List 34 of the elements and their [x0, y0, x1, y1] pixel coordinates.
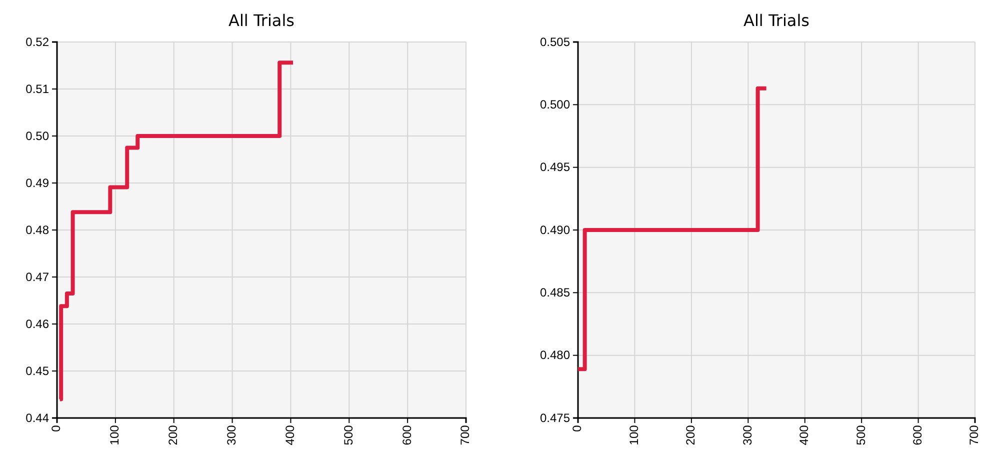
- x-tick-label: 400: [282, 424, 297, 446]
- x-tick-label: 500: [854, 424, 868, 446]
- y-tick-label: 0.48: [26, 222, 50, 237]
- x-tick-label: 200: [166, 424, 180, 446]
- y-tick-label: 0.44: [26, 410, 50, 425]
- y-tick-label: 0.47: [26, 270, 50, 284]
- y-tick-label: 0.500: [540, 98, 570, 112]
- x-tick-label: 700: [458, 424, 472, 446]
- y-tick-label: 0.46: [26, 316, 50, 331]
- x-tick-label: 300: [740, 424, 754, 446]
- y-tick-label: 0.50: [26, 128, 50, 143]
- x-tick-label: 200: [684, 424, 698, 446]
- x-tick-label: 400: [797, 424, 812, 446]
- x-tick-label: 300: [224, 424, 238, 446]
- y-tick-label: 0.49: [26, 176, 50, 190]
- chart-title: All Trials: [228, 11, 294, 30]
- x-tick-label: 100: [108, 424, 122, 446]
- y-tick-label: 0.480: [540, 348, 570, 362]
- y-tick-label: 0.52: [26, 34, 50, 49]
- x-tick-label: 0: [49, 424, 64, 432]
- y-tick-label: 0.490: [540, 222, 570, 237]
- x-tick-label: 700: [967, 424, 982, 446]
- x-tick-label: 600: [910, 424, 924, 446]
- x-tick-label: 500: [341, 424, 356, 446]
- x-tick-label: 600: [400, 424, 414, 446]
- x-tick-label: 100: [626, 424, 641, 446]
- y-tick-label: 0.505: [540, 34, 570, 49]
- y-tick-label: 0.45: [26, 364, 50, 378]
- y-tick-label: 0.495: [540, 160, 570, 174]
- x-tick-label: 0: [570, 424, 584, 432]
- y-tick-label: 0.51: [26, 82, 50, 96]
- y-tick-label: 0.485: [540, 286, 570, 300]
- y-tick-label: 0.475: [540, 410, 570, 425]
- chart-title: All Trials: [744, 11, 810, 30]
